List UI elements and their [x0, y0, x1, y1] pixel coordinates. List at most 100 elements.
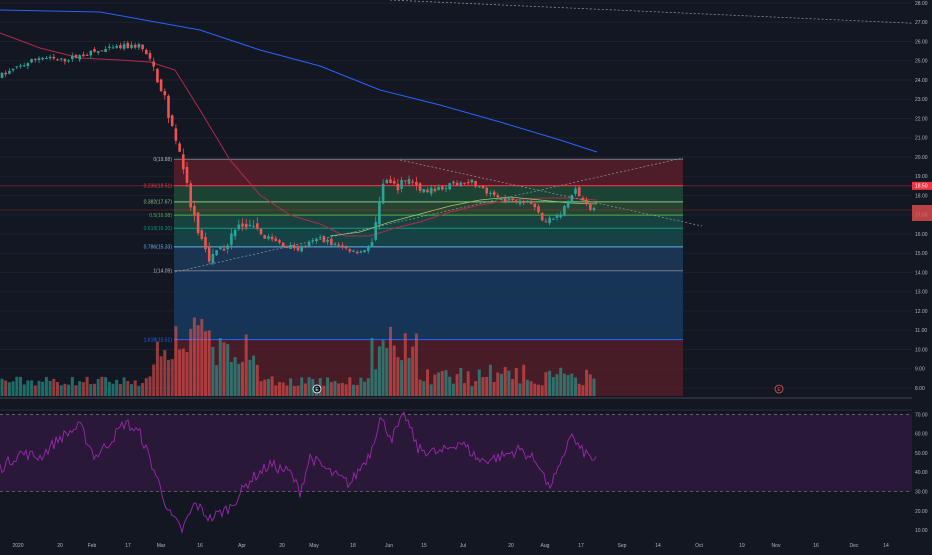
moving-average-mid: [0, 32, 598, 237]
candle-body: [552, 218, 555, 220]
candle-body: [437, 186, 440, 191]
time-tick-label: 14: [883, 543, 889, 549]
volume-bar: [514, 367, 518, 396]
candle-body: [34, 58, 37, 60]
volume-bar: [118, 384, 122, 396]
marker-circle: [312, 384, 322, 394]
candle-body: [489, 193, 492, 195]
rsi-tick-label: 20.00: [915, 509, 928, 515]
volume-bar: [30, 380, 34, 396]
volume-bar: [81, 382, 85, 396]
price-tick-label: 11.00: [915, 328, 927, 334]
volume-bar: [511, 379, 515, 396]
candle-body: [274, 238, 278, 242]
candle-body: [318, 237, 322, 239]
volume-bar: [252, 355, 256, 396]
volume-bar: [522, 364, 526, 396]
rsi-band: [0, 414, 912, 492]
candle-body: [441, 186, 444, 190]
volume-bar: [311, 379, 315, 396]
volume-bar: [363, 381, 367, 396]
price-tick-label: 18.00: [915, 193, 928, 199]
price-tick-label: 25.00: [915, 59, 928, 65]
candle-body: [45, 57, 48, 59]
volume-bar: [59, 385, 63, 396]
candle-body: [392, 181, 396, 184]
candle-body: [37, 58, 41, 61]
candle-body: [82, 54, 85, 57]
candle-body: [289, 244, 292, 249]
candle-body: [507, 196, 511, 200]
time-tick-label: Jul: [460, 543, 466, 549]
price-tick-label: 23.00: [915, 97, 928, 103]
candle-body: [96, 51, 100, 53]
candle-body: [8, 70, 11, 74]
time-tick-label: Oct: [695, 543, 703, 549]
volume-bar: [370, 337, 374, 396]
trendline: [399, 159, 703, 227]
volume-bar: [155, 341, 159, 396]
trendlines[interactable]: [0, 0, 931, 273]
volume-bar: [296, 385, 300, 396]
candle-body: [189, 183, 192, 208]
candle-body: [145, 49, 148, 55]
time-tick-label: Sep: [618, 543, 627, 549]
candle-body: [381, 183, 385, 204]
volume-bar: [389, 326, 392, 396]
fib-retracement[interactable]: 0(19.88) 0.236(18.51) 0.382(17.67) 0.5(16.9…: [144, 157, 683, 396]
rsi-tick-label: 10.00: [915, 528, 928, 534]
candle-body: [577, 187, 581, 197]
volume-bar: [337, 383, 341, 396]
volume-bar: [463, 383, 466, 396]
volume-bar: [56, 382, 59, 396]
candle-body: [511, 198, 514, 201]
candle-body: [322, 236, 326, 243]
candle-body: [74, 54, 78, 58]
price-axis[interactable]: 28.00 27.00 26.00 25.00 24.00 23.00 22.00 21.00…: [912, 0, 932, 398]
candle-body: [215, 250, 218, 256]
time-tick-label: 17: [125, 543, 131, 549]
volume-bar: [544, 372, 548, 396]
candle-body: [67, 60, 70, 62]
volume-bar: [507, 370, 511, 396]
volume-bar: [152, 364, 156, 396]
candle-body: [41, 57, 44, 60]
volume-bar: [266, 378, 270, 396]
candle-body: [459, 182, 463, 187]
candle-body: [581, 197, 585, 201]
candle-body: [418, 183, 422, 191]
volume-bar: [48, 380, 52, 396]
price-tick-label: 12.00: [915, 309, 928, 315]
time-tick-label: Mar: [157, 543, 166, 549]
volume-bar: [70, 376, 74, 396]
candle-body: [241, 223, 244, 227]
candle-body: [463, 182, 466, 184]
price-tick-label: 22.00: [915, 116, 928, 122]
candle-body: [385, 180, 389, 184]
candle-body: [448, 183, 451, 190]
candle-body: [233, 229, 237, 237]
candle-body: [304, 246, 307, 248]
volume-bar: [11, 381, 15, 396]
candle-body: [315, 238, 318, 242]
candle-body: [300, 247, 303, 252]
volume-bar: [100, 376, 104, 396]
volume-bar: [26, 380, 30, 396]
candle-body: [100, 50, 104, 52]
volume-bar: [0, 378, 4, 396]
volume-bar: [207, 330, 211, 396]
candle-body: [78, 55, 81, 60]
volume-bar: [204, 331, 207, 396]
volume-bar: [566, 375, 570, 396]
candle-body: [148, 53, 152, 59]
candle-body: [455, 182, 459, 186]
rsi-axis[interactable]: 70.00 60.00 50.00 40.00 30.00 20.00 10.00: [915, 412, 928, 534]
time-axis[interactable]: 2020 20 Feb 17 Mar 16 Apr 20 May 18 Jun 15 Jul 20 Aug 1…: [12, 543, 889, 549]
volume-bar: [492, 381, 496, 396]
volume-bar: [537, 384, 540, 396]
volume-bar: [303, 383, 307, 396]
candle-body: [537, 206, 540, 213]
rsi-pane[interactable]: [0, 411, 912, 535]
